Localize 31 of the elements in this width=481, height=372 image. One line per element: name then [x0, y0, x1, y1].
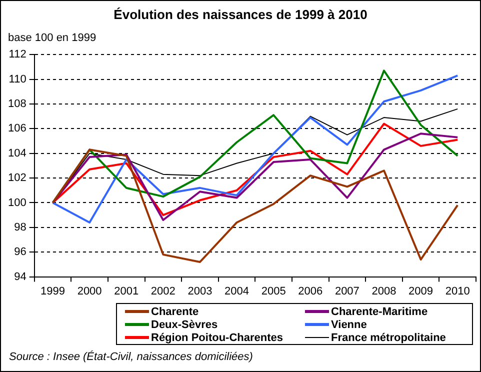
x-tick-label: 2010: [445, 285, 470, 298]
x-tick-label: 2001: [114, 285, 139, 298]
y-tick-label: 94: [14, 270, 26, 283]
y-tick-label: 96: [14, 246, 26, 258]
x-tick-label: 2002: [150, 285, 176, 298]
legend-label: Région Poitou-Charentes: [151, 332, 284, 344]
x-tick-label: 2006: [298, 285, 323, 298]
source-note: Source : Insee (État-Civil, naissances domiciliées): [9, 351, 253, 363]
x-tick-label: 1999: [40, 285, 65, 298]
y-tick-label: 104: [8, 147, 26, 160]
y-tick-label: 106: [8, 122, 26, 135]
y-tick-label: 108: [8, 98, 26, 110]
legend-label: Vienne: [331, 318, 367, 330]
legend-label: Deux-Sèvres: [151, 318, 218, 330]
x-tick-label: 2009: [408, 285, 434, 298]
x-tick-label: 2003: [188, 285, 212, 298]
y-tick-label: 112: [8, 48, 26, 61]
x-tick-label: 2000: [77, 285, 102, 298]
x-tick-label: 2004: [224, 285, 250, 298]
x-tick-label: 2008: [372, 285, 396, 298]
legend-label: Charente-Maritime: [331, 306, 428, 318]
legend-label: Charente: [151, 306, 199, 318]
chart-title: Évolution des naissances de 1999 à 2010: [112, 7, 368, 22]
x-tick-label: 2005: [261, 285, 286, 298]
x-tick-label: 2007: [334, 285, 360, 298]
y-tick-label: 98: [14, 221, 26, 234]
legend-label: France métropolitaine: [331, 332, 446, 344]
y-axis-title: base 100 en 1999: [8, 32, 96, 44]
y-tick-label: 102: [8, 172, 26, 184]
y-tick-label: 110: [8, 73, 26, 86]
y-tick-label: 100: [8, 196, 26, 209]
